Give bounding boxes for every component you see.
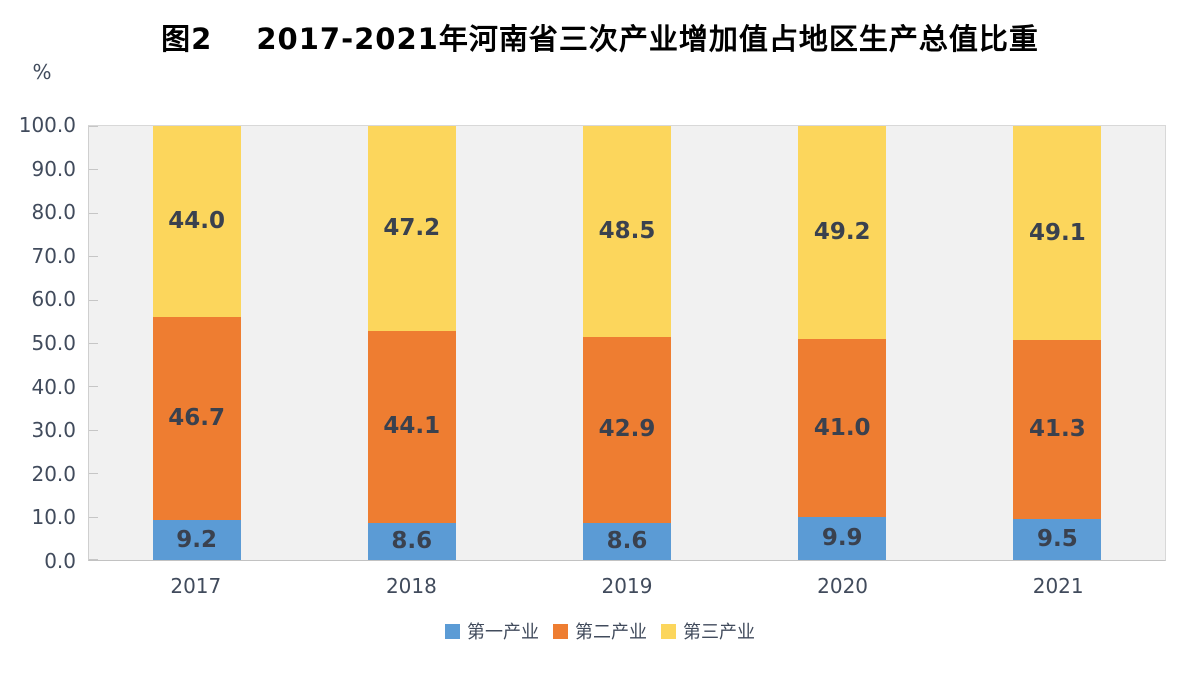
y-tick-mark	[89, 299, 98, 301]
y-tick-label: 30.0	[31, 418, 76, 443]
bar-value-label: 8.6	[391, 527, 433, 554]
y-tick-label: 40.0	[31, 374, 76, 399]
bar-segment-第二产业-2018: 44.1	[367, 331, 456, 523]
x-tick-label: 2019	[601, 574, 653, 598]
bar-value-label: 8.6	[606, 527, 648, 554]
legend-label: 第二产业	[575, 622, 647, 643]
y-tick-mark	[89, 126, 98, 127]
legend-label: 第三产业	[683, 622, 755, 643]
y-tick-mark	[89, 256, 98, 258]
bar-2019: 48.5 42.9 8.6	[583, 126, 671, 560]
chart-title: 图2 2017-2021年河南省三次产业增加值占地区生产总值比重	[0, 16, 1200, 58]
legend-label: 第一产业	[467, 622, 539, 643]
y-tick-mark	[89, 429, 98, 431]
y-tick-mark	[89, 559, 98, 560]
x-tick-label: 2020	[817, 574, 869, 598]
bar-value-label: 9.2	[176, 526, 217, 553]
y-tick-label: 0.0	[44, 549, 76, 573]
bar-segment-第二产业-2020: 41.0	[798, 339, 887, 518]
bar-segment-第三产业-2018: 47.2	[367, 126, 456, 332]
bar-value-label: 44.0	[168, 208, 225, 235]
x-tick-label: 2018	[385, 574, 437, 598]
y-tick-label: 70.0	[31, 243, 76, 268]
bar-value-label: 44.1	[383, 413, 441, 440]
y-tick-label: 100.0	[18, 113, 76, 137]
chart-title-main: 2017-2021年河南省三次产业增加值占地区生产总值比重	[256, 22, 1039, 56]
bar-value-label: 49.2	[813, 219, 871, 246]
chart-title-prefix: 图2	[161, 22, 213, 56]
y-tick-mark	[89, 473, 98, 475]
bar-segment-第一产业-2019: 8.6	[583, 522, 671, 560]
bar-segment-第二产业-2017: 46.7	[152, 317, 241, 521]
y-tick-label: 50.0	[31, 331, 76, 355]
bar-segment-第一产业-2018: 8.6	[367, 522, 456, 560]
bar-value-label: 9.9	[821, 525, 863, 552]
y-tick-mark	[89, 343, 98, 344]
bar-segment-第三产业-2021: 49.1	[1013, 126, 1102, 340]
y-tick-label: 20.0	[31, 461, 76, 486]
legend-item-第二产业: 第二产业	[553, 618, 647, 644]
y-tick-mark	[89, 386, 98, 388]
bar-segment-第二产业-2021: 41.3	[1013, 339, 1102, 519]
legend-swatch	[661, 623, 676, 639]
y-tick-label: 10.0	[31, 505, 76, 530]
bar-value-label: 47.2	[383, 215, 441, 242]
x-tick-label: 2021	[1032, 574, 1084, 598]
bar-segment-第二产业-2019: 42.9	[583, 336, 671, 523]
bar-value-label: 9.5	[1037, 525, 1078, 552]
plot-area: 44.0 46.7 9.2 47.2 44.1 8.6 48.5 42.9 8.6 49.2 41.…	[88, 125, 1166, 561]
y-tick-label: 90.0	[31, 156, 76, 181]
bar-segment-第三产业-2020: 49.2	[798, 126, 887, 340]
y-axis-unit-label: %	[32, 60, 52, 84]
bar-value-label: 46.7	[168, 405, 225, 432]
bar-2018: 47.2 44.1 8.6	[367, 126, 456, 560]
y-tick-label: 80.0	[31, 200, 76, 225]
y-tick-mark	[89, 516, 98, 518]
bar-value-label: 48.5	[598, 217, 656, 244]
bar-segment-第一产业-2017: 9.2	[152, 520, 241, 560]
bar-2021: 49.1 41.3 9.5	[1013, 126, 1102, 560]
y-tick-mark	[89, 169, 98, 171]
legend-swatch	[553, 623, 568, 639]
legend-swatch	[445, 623, 460, 639]
y-axis: 0.0 10.0 20.0 30.0 40.0 50.0 60.0 70.0 80.0 90.0 1…	[0, 113, 76, 573]
bar-segment-第一产业-2020: 9.9	[798, 517, 887, 560]
x-tick-label: 2017	[170, 574, 222, 598]
y-tick-label: 60.0	[31, 287, 76, 312]
legend-item-第一产业: 第一产业	[445, 618, 539, 644]
legend: 第一产业 第二产业 第三产业	[0, 618, 1200, 644]
bar-segment-第三产业-2017: 44.0	[152, 126, 241, 318]
bar-value-label: 41.3	[1029, 415, 1086, 442]
bar-2020: 49.2 41.0 9.9	[798, 126, 887, 560]
x-axis: 2017 2018 2019 2020 2021	[88, 574, 1166, 598]
bar-value-label: 42.9	[598, 416, 656, 443]
bar-2017: 44.0 46.7 9.2	[152, 126, 241, 560]
y-tick-mark	[89, 212, 98, 214]
bar-value-label: 41.0	[813, 414, 871, 441]
bar-value-label: 49.1	[1029, 219, 1086, 246]
bar-segment-第一产业-2021: 9.5	[1013, 518, 1102, 560]
legend-item-第三产业: 第三产业	[661, 618, 755, 644]
bar-segment-第三产业-2019: 48.5	[583, 126, 671, 337]
